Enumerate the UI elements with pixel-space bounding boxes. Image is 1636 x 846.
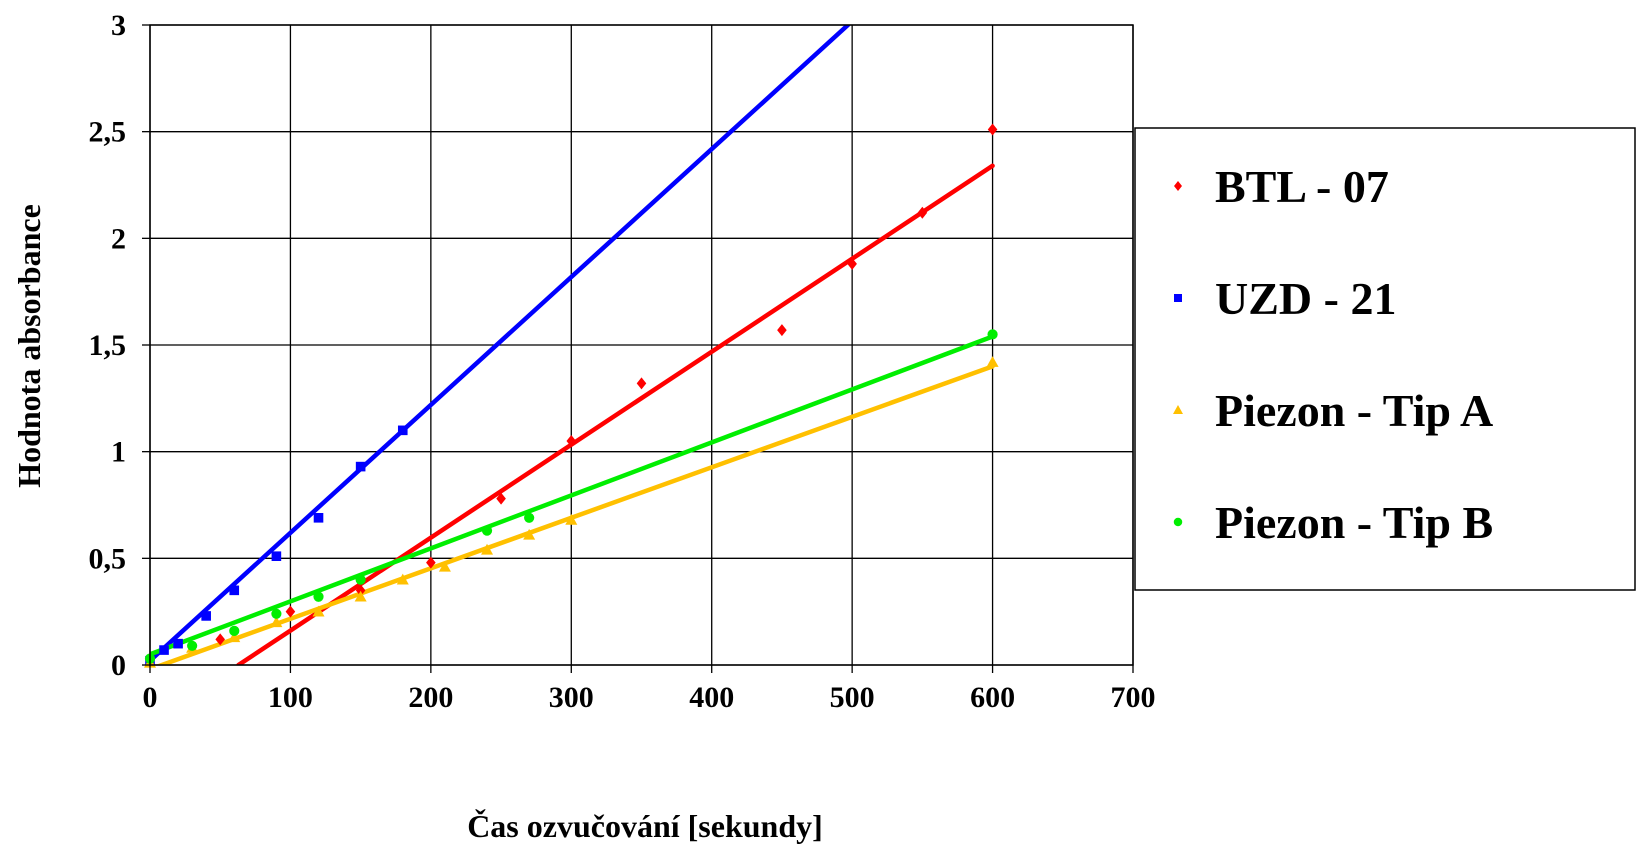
legend-marker [1173,517,1183,527]
plot-border [149,24,1134,666]
data-point-piezon-tip-a [523,528,536,540]
data-point-uzd-21 [229,585,240,596]
y-tick-label: 3 [111,9,126,42]
data-point-btl-07 [355,584,366,597]
data-point-piezon-tip-a [396,573,409,585]
data-point-piezon-tip-a [986,356,999,367]
data-point-uzd-21 [159,645,169,655]
trendline-uzd-21 [150,25,851,663]
data-point-uzd-21 [355,461,366,472]
data-point-btl-07 [987,123,998,136]
legend-box [1134,127,1636,591]
data-point-btl-07 [285,605,296,618]
data-point-btl-07 [215,633,226,646]
data-point-piezon-tip-a [481,543,494,555]
data-point-piezon-tip-b [187,640,198,651]
data-point-piezon-tip-a [270,616,283,628]
data-point-btl-07 [917,206,928,219]
y-axis-title: Hodnota absorbance [11,204,47,488]
data-point-btl-07 [636,377,647,390]
x-tick-label: 700 [1111,681,1156,714]
data-point-piezon-tip-b [481,525,493,536]
x-tick-label: 100 [268,681,313,714]
data-point-piezon-tip-b [524,512,535,523]
data-point-piezon-tip-b [271,608,282,619]
x-tick-label: 200 [408,681,453,714]
x-axis-title: Čas ozvučování [sekundy] [467,808,823,844]
y-tick-label: 0,5 [89,542,127,575]
data-point-piezon-tip-a [438,560,451,572]
grid [149,24,1134,666]
data-point-piezon-tip-b [987,329,998,340]
y-tick-label: 1 [111,436,126,469]
legend-marker [1174,294,1182,302]
x-tick-label: 400 [689,681,734,714]
data-point-piezon-tip-a [565,513,578,525]
data-point-piezon-tip-b [355,574,366,585]
y-tick-label: 2,5 [89,116,127,149]
legend-marker [1173,405,1183,414]
legend-label: Piezon - Tip B [1215,497,1493,548]
y-tick-label: 0 [111,649,126,682]
data-point-piezon-tip-a [354,590,367,602]
data-point-btl-07 [566,435,577,447]
data-point-btl-07 [777,324,787,337]
x-tick-label: 300 [549,681,594,714]
axes [142,24,1134,673]
legend-label: Piezon - Tip A [1215,385,1493,436]
data-point-uzd-21 [201,611,211,621]
data-point-piezon-tip-b [313,591,324,602]
data-point-piezon-tip-a [312,605,325,617]
legend-label: BTL - 07 [1215,161,1389,212]
legend-label: UZD - 21 [1215,273,1396,324]
legend-marker [1174,181,1182,191]
data-point-uzd-21 [313,513,324,523]
x-tick-label: 600 [970,681,1015,714]
data-point-uzd-21 [271,551,282,561]
x-tick-label: 500 [830,681,875,714]
y-tick-label: 2 [111,222,126,255]
data-point-btl-07 [847,257,857,270]
tick-labels: 0 100 200 300 400 500 600 700 0 0,5 1 1,5 2 2,5 3 [89,9,1156,714]
trendline-piezon-tip-b [150,334,995,657]
legend: BTL - 07 UZD - 21 Piezon - Tip A Piezon - T… [1134,127,1636,591]
data-point-btl-07 [426,556,436,569]
data-point-uzd-21 [397,425,408,436]
data-point-piezon-tip-b [229,625,240,636]
data-point-btl-07 [496,492,506,505]
trendline-btl-07 [236,163,995,665]
y-tick-label: 1,5 [89,329,127,362]
x-tick-label: 0 [143,681,158,714]
data-point-uzd-21 [173,638,183,649]
data-point-piezon-tip-a [228,631,241,643]
